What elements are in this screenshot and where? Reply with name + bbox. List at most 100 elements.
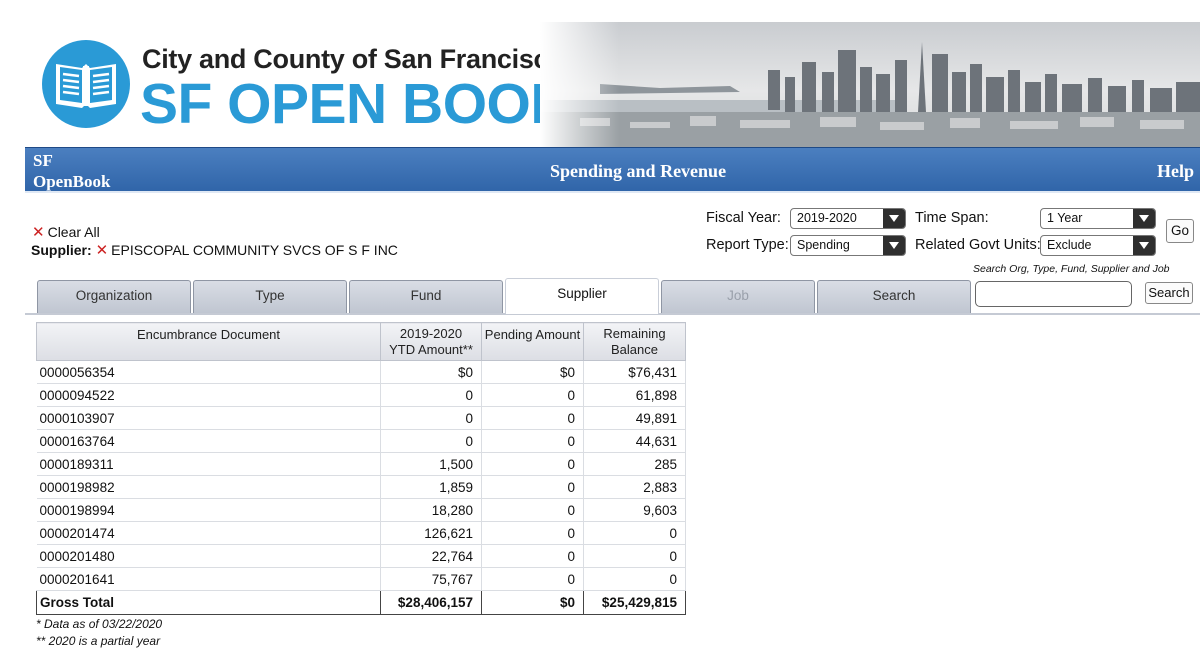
gross-total-row: Gross Total $28,406,157 $0 $25,429,815 [36,590,686,615]
pending-cell: 0 [481,429,584,453]
ytd-cell: 126,621 [380,521,482,545]
document-cell[interactable]: 0000201480 [36,544,381,568]
report-type-label: Report Type: [706,237,789,253]
fiscal-year-select[interactable]: 2019-2020 [790,208,906,229]
gross-total-pending: $0 [481,590,584,615]
gross-total-ytd: $28,406,157 [380,590,482,615]
ytd-cell: 1,859 [380,475,482,499]
document-cell[interactable]: 0000103907 [36,406,381,430]
table-row: 0000201641 75,767 0 0 [36,567,686,591]
table-row: 0000201474 126,621 0 0 [36,521,686,545]
supplier-filter-label: Supplier: [31,242,92,258]
gross-total-label: Gross Total [36,590,381,615]
tab-type[interactable]: Type [193,280,347,313]
clear-all-link[interactable]: ✕ Clear All [32,223,100,241]
document-cell[interactable]: 0000201641 [36,567,381,591]
pending-cell: 0 [481,475,584,499]
related-units-select[interactable]: Exclude [1040,235,1156,256]
navbar-brand-line2: OpenBook [33,172,111,191]
site-banner: City and County of San Francisco SF OPEN… [0,0,1200,147]
navbar-underline [25,191,1200,193]
time-span-label: Time Span: [915,210,989,226]
search-input[interactable] [975,281,1132,307]
pending-cell: 0 [481,406,584,430]
table-row: 0000198994 18,280 0 9,603 [36,498,686,522]
column-header-ytd[interactable]: 2019-2020 YTD Amount** [380,322,482,361]
ytd-cell: 0 [380,383,482,407]
ytd-cell: 22,764 [380,544,482,568]
remaining-cell: 49,891 [583,406,686,430]
city-title: City and County of San Francisco [142,44,565,74]
remaining-cell: 285 [583,452,686,476]
remaining-cell: $76,431 [583,360,686,384]
tab-job[interactable]: Job [661,280,815,313]
document-cell[interactable]: 0000201474 [36,521,381,545]
search-button[interactable]: Search [1145,282,1193,304]
column-header-document-label: Encumbrance Document [136,327,281,342]
document-cell[interactable]: 0000163764 [36,429,381,453]
remaining-cell: 0 [583,567,686,591]
fiscal-year-label: Fiscal Year: [706,210,781,226]
encumbrance-table: Encumbrance Document 2019-2020 YTD Amoun… [36,322,686,615]
go-button[interactable]: Go [1166,219,1194,243]
remaining-cell: 61,898 [583,383,686,407]
table-row: 0000056354 $0 $0 $76,431 [36,360,686,384]
time-span-value: 1 Year [1047,211,1083,225]
remaining-cell: 0 [583,521,686,545]
column-header-ytd-line1: 2019-2020 [399,325,463,341]
related-units-label: Related Govt Units: [915,237,1041,253]
column-header-remaining[interactable]: Remaining Balance [583,322,686,361]
tab-supplier[interactable]: Supplier [505,278,659,314]
pending-cell: 0 [481,383,584,407]
table-row: 0000201480 22,764 0 0 [36,544,686,568]
navbar-brand[interactable]: SF OpenBook [33,150,110,192]
remove-supplier-icon[interactable]: ✕ [95,242,109,259]
clear-all-label: Clear All [47,224,100,240]
related-units-value: Exclude [1047,238,1092,252]
ytd-cell: 1,500 [380,452,482,476]
table-row: 0000189311 1,500 0 285 [36,452,686,476]
column-header-pending-label: Pending Amount [484,327,581,342]
supplier-filter-value: EPISCOPAL COMMUNITY SVCS OF S F INC [111,242,398,258]
pending-cell: 0 [481,521,584,545]
document-cell[interactable]: 0000056354 [36,360,381,384]
pending-cell: 0 [481,452,584,476]
document-cell[interactable]: 0000094522 [36,383,381,407]
tab-organization[interactable]: Organization [37,280,191,313]
chevron-down-icon [883,236,905,255]
fiscal-year-value: 2019-2020 [797,211,857,225]
san-francisco-skyline-image [540,22,1200,147]
open-book-logo[interactable] [42,40,130,128]
chevron-down-icon [883,209,905,228]
pending-cell: 0 [481,498,584,522]
tab-fund[interactable]: Fund [349,280,503,313]
ytd-cell: 75,767 [380,567,482,591]
top-navbar: SF OpenBook Spending and Revenue Help [25,147,1200,193]
pending-cell: 0 [481,567,584,591]
report-type-select[interactable]: Spending [790,235,906,256]
pending-cell: 0 [481,544,584,568]
table-body: 0000056354 $0 $0 $76,431 0000094522 0 0 61,898 0… [36,360,686,591]
supplier-filter: Supplier: ✕ EPISCOPAL COMMUNITY SVCS OF S… [31,241,398,259]
chevron-down-icon [1133,209,1155,228]
document-cell[interactable]: 0000189311 [36,452,381,476]
column-header-remaining-line2: Balance [611,341,658,357]
ytd-cell: $0 [380,360,482,384]
column-header-pending[interactable]: Pending Amount [481,322,584,361]
chevron-down-icon [1133,236,1155,255]
report-type-value: Spending [797,238,850,252]
table-row: 0000198982 1,859 0 2,883 [36,475,686,499]
tab-search[interactable]: Search [817,280,971,313]
footnote-partial-year: ** 2020 is a partial year [36,634,161,648]
remaining-cell: 44,631 [583,429,686,453]
table-row: 0000103907 0 0 49,891 [36,406,686,430]
time-span-select[interactable]: 1 Year [1040,208,1156,229]
document-cell[interactable]: 0000198982 [36,475,381,499]
clear-x-icon: ✕ [32,224,45,241]
column-header-document[interactable]: Encumbrance Document [36,322,381,361]
table-row: 0000094522 0 0 61,898 [36,383,686,407]
help-link[interactable]: Help [1156,161,1194,181]
ytd-cell: 0 [380,429,482,453]
remaining-cell: 2,883 [583,475,686,499]
document-cell[interactable]: 0000198994 [36,498,381,522]
